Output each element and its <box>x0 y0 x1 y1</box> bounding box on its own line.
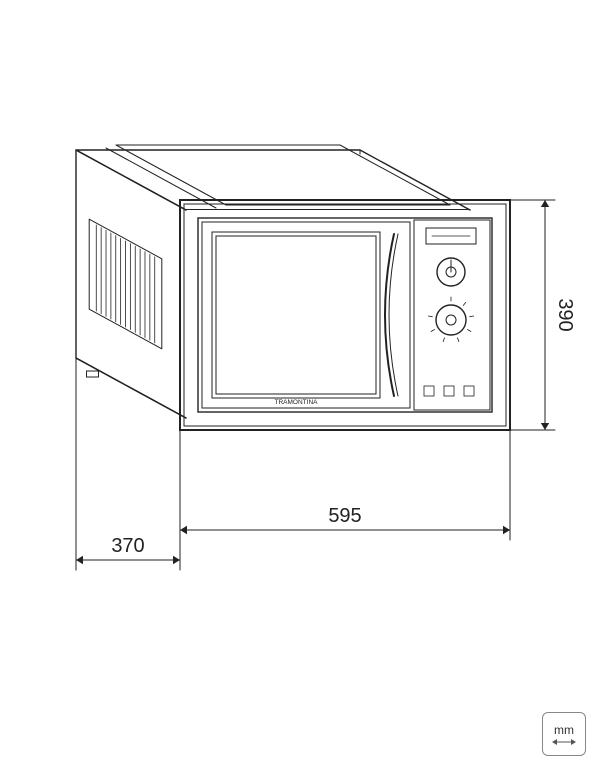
unit-arrow-icon <box>552 739 576 745</box>
dim-height-label: 390 <box>554 298 576 331</box>
unit-badge: mm <box>542 712 586 756</box>
dimension-drawing: TRAMONTINA 595 370 390 <box>0 0 600 770</box>
dim-depth-label: 370 <box>111 535 144 557</box>
dim-width-label: 595 <box>328 505 361 527</box>
unit-label: mm <box>554 723 574 737</box>
svg-text:TRAMONTINA: TRAMONTINA <box>275 399 319 406</box>
